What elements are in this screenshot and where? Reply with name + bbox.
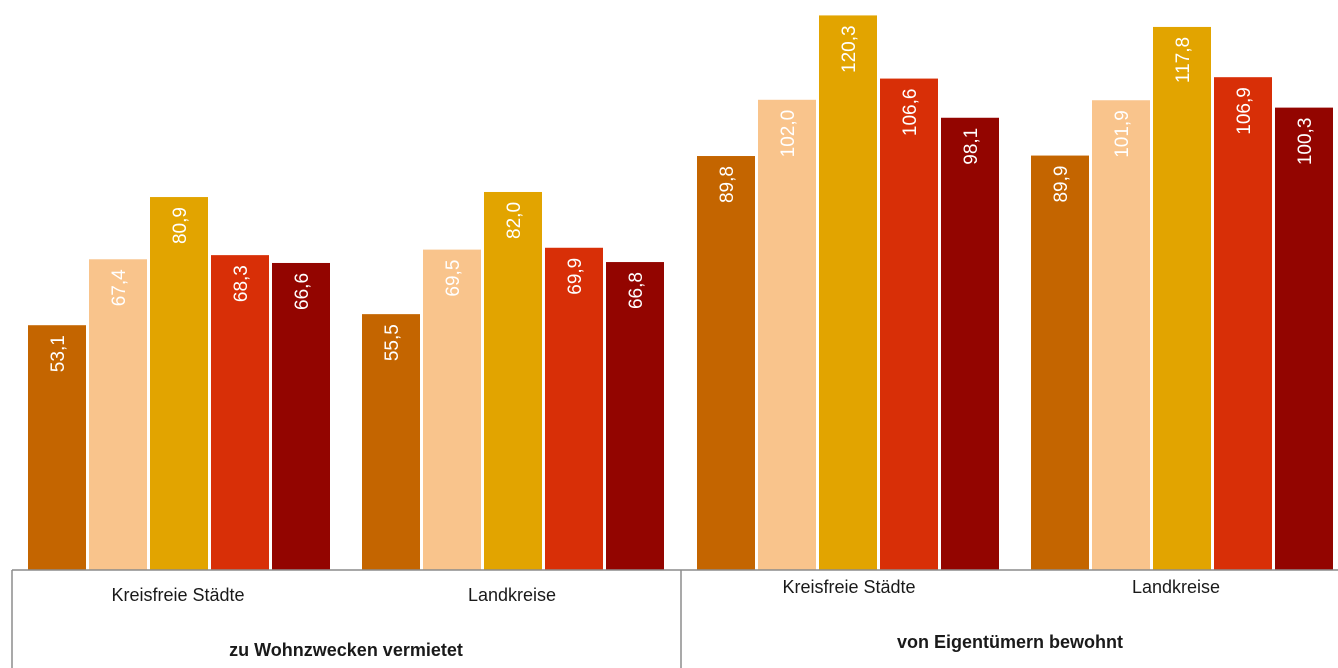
bar [150, 197, 208, 570]
bar [1153, 26, 1211, 570]
bar [819, 15, 877, 571]
bar [89, 259, 147, 570]
group-label: zu Wohnzwecken vermietet [229, 640, 463, 660]
bar [697, 156, 755, 570]
bar [1275, 107, 1333, 570]
bar-value-label: 106,6 [900, 89, 921, 137]
bar [1031, 155, 1089, 570]
group-label: von Eigentümern bewohnt [897, 632, 1123, 652]
bar [1092, 100, 1150, 570]
bar-value-label: 102,0 [778, 110, 799, 158]
bar [423, 249, 481, 571]
bar [545, 247, 603, 571]
bar-value-label: 82,0 [504, 202, 525, 239]
bar-value-label: 89,9 [1051, 166, 1072, 203]
bar [941, 117, 999, 570]
bar [362, 314, 420, 570]
bar-value-label: 53,1 [48, 335, 69, 372]
bar-value-label: 67,4 [109, 269, 130, 306]
category-label: Landkreise [468, 585, 556, 605]
bar-value-label: 69,5 [443, 260, 464, 297]
category-label: Kreisfreie Städte [111, 585, 244, 605]
bar-value-label: 117,8 [1173, 37, 1194, 83]
bar-value-label: 100,3 [1295, 118, 1316, 166]
bar-value-label: 55,5 [382, 324, 403, 361]
bar [606, 262, 664, 570]
bar [484, 191, 542, 571]
bar-value-label: 80,9 [170, 207, 191, 244]
bar [1214, 77, 1272, 570]
bar-value-label: 101,9 [1112, 110, 1133, 158]
bar-value-label: 66,8 [626, 272, 647, 309]
bar [211, 255, 269, 570]
bar-value-label: 106,9 [1234, 87, 1255, 135]
bar [880, 78, 938, 570]
bar [272, 262, 330, 570]
category-label: Kreisfreie Städte [782, 577, 915, 597]
bar-value-label: 98,1 [961, 128, 982, 165]
axis-layer [11, 569, 1338, 668]
bar-value-label: 68,3 [231, 265, 252, 302]
bar-value-label: 66,6 [292, 273, 313, 310]
labels-layer: 53,1 67,4 80,9 68,3 66,6 Kreisfreie Städte 55,… [48, 25, 1316, 660]
bars-layer [28, 15, 1333, 571]
bar-value-label: 69,9 [565, 258, 586, 295]
category-label: Landkreise [1132, 577, 1220, 597]
bar-value-label: 89,8 [717, 166, 738, 203]
bar [758, 99, 816, 570]
bar [28, 325, 86, 570]
bar-value-label: 120,3 [839, 25, 860, 73]
